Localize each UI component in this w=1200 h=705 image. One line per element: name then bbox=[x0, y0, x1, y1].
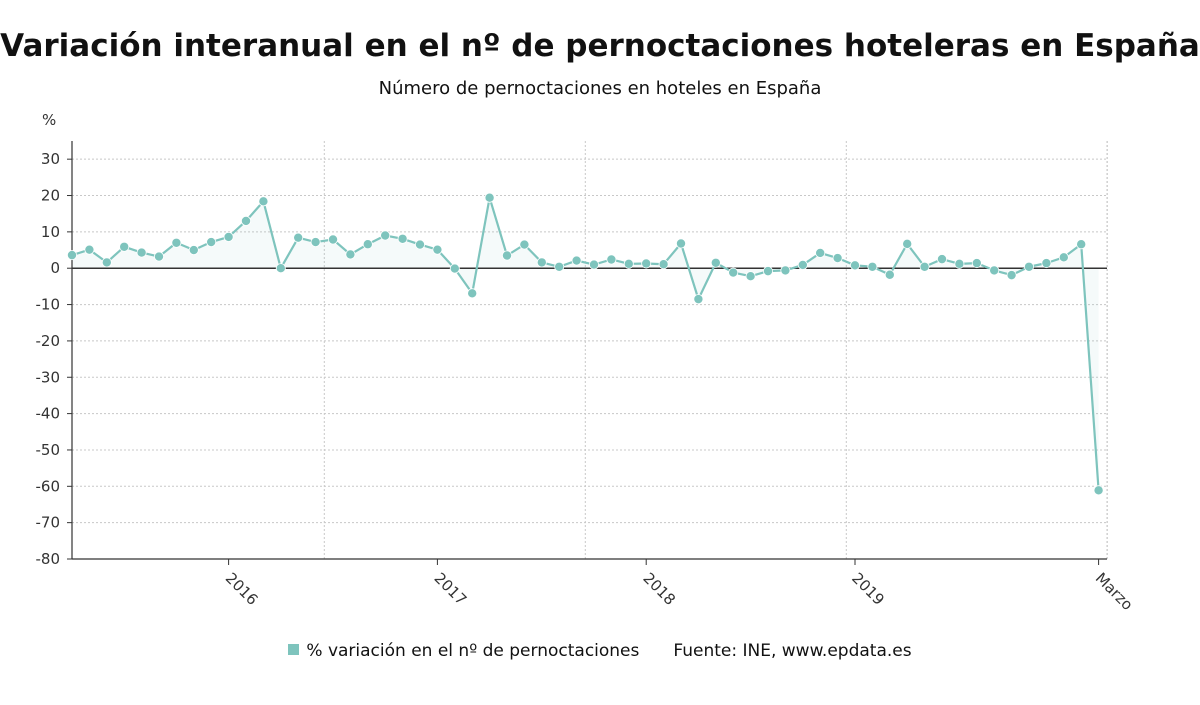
data-point bbox=[1093, 485, 1104, 496]
y-tick-label: -80 bbox=[36, 550, 61, 568]
tick-labels: 30 20 10 0 -10 -20 -30 -40 -50 -60 -70 -80 2016 2017 2… bbox=[36, 111, 1137, 614]
data-point bbox=[571, 255, 582, 266]
data-point bbox=[327, 234, 338, 245]
y-tick-label: 0 bbox=[50, 259, 60, 277]
data-point bbox=[101, 257, 112, 268]
x-tick-label: 2017 bbox=[431, 569, 471, 609]
data-point bbox=[867, 261, 878, 272]
data-point bbox=[676, 238, 687, 249]
data-point bbox=[728, 267, 739, 278]
legend: % variación en el nº de pernoctaciones Fu… bbox=[0, 641, 1200, 661]
data-point bbox=[223, 231, 234, 242]
legend-series-name: % variación en el nº de pernoctaciones bbox=[306, 641, 640, 661]
data-point bbox=[1058, 252, 1069, 263]
y-tick-label: 20 bbox=[41, 187, 60, 205]
data-point bbox=[362, 239, 373, 250]
y-tick-label: -10 bbox=[36, 296, 61, 314]
data-point bbox=[84, 244, 95, 255]
data-points bbox=[67, 192, 1104, 496]
data-point bbox=[763, 266, 774, 277]
y-tick-label: -70 bbox=[36, 514, 61, 532]
y-tick-label: -20 bbox=[36, 332, 61, 350]
data-point bbox=[449, 263, 460, 274]
data-point bbox=[501, 250, 512, 261]
data-point bbox=[67, 250, 78, 261]
data-point bbox=[206, 237, 217, 248]
data-point bbox=[397, 233, 408, 244]
data-point bbox=[275, 263, 286, 274]
axes bbox=[67, 141, 1107, 565]
data-point bbox=[414, 239, 425, 250]
data-point bbox=[258, 196, 269, 207]
y-tick-label: -60 bbox=[36, 477, 61, 495]
grid bbox=[72, 141, 1108, 560]
data-point bbox=[119, 241, 130, 252]
data-point bbox=[954, 258, 965, 269]
data-point bbox=[554, 261, 565, 272]
data-point bbox=[884, 269, 895, 280]
y-tick-label: -30 bbox=[36, 368, 61, 386]
data-point bbox=[693, 294, 704, 305]
source-note: Fuente: INE, www.epdata.es bbox=[673, 641, 912, 661]
data-point bbox=[1024, 261, 1035, 272]
data-point bbox=[797, 259, 808, 270]
data-point bbox=[902, 238, 913, 249]
data-point bbox=[136, 247, 147, 258]
data-point bbox=[589, 259, 600, 270]
chart-subtitle: Número de pernoctaciones en hoteles en E… bbox=[378, 78, 822, 99]
data-point bbox=[780, 265, 791, 276]
data-point bbox=[345, 249, 356, 260]
data-point bbox=[188, 245, 199, 256]
data-point bbox=[467, 288, 478, 299]
y-tick-label: -50 bbox=[36, 441, 61, 459]
data-point bbox=[745, 271, 756, 282]
x-tick-label: 2018 bbox=[639, 569, 679, 609]
data-point bbox=[153, 251, 164, 262]
data-point bbox=[1006, 270, 1017, 281]
data-point bbox=[850, 260, 861, 271]
data-point bbox=[171, 237, 182, 248]
data-point bbox=[432, 244, 443, 255]
data-point bbox=[710, 257, 721, 268]
data-point bbox=[293, 232, 304, 243]
data-point bbox=[380, 230, 391, 241]
y-tick-label: 10 bbox=[41, 223, 60, 241]
data-point bbox=[971, 258, 982, 269]
data-point bbox=[815, 247, 826, 258]
y-tick-label: 30 bbox=[41, 150, 60, 168]
data-point bbox=[1076, 239, 1087, 250]
data-point bbox=[484, 192, 495, 203]
data-point bbox=[1041, 258, 1052, 269]
data-point bbox=[832, 253, 843, 264]
x-tick-label: 2016 bbox=[222, 569, 262, 609]
data-point bbox=[519, 239, 530, 250]
data-point bbox=[989, 265, 1000, 276]
y-tick-label: -40 bbox=[36, 405, 61, 423]
data-point bbox=[310, 237, 321, 248]
data-point bbox=[658, 259, 669, 270]
data-point bbox=[919, 261, 930, 272]
data-point bbox=[937, 254, 948, 265]
data-point bbox=[240, 215, 251, 226]
data-point bbox=[606, 254, 617, 265]
x-tick-label: Marzo bbox=[1092, 569, 1137, 614]
data-point bbox=[641, 258, 652, 269]
data-point bbox=[536, 257, 547, 268]
y-axis-unit: % bbox=[42, 111, 56, 129]
chart-title: Variación interanual en el nº de pernoct… bbox=[0, 28, 1200, 64]
data-point bbox=[623, 258, 634, 269]
x-tick-label: 2019 bbox=[848, 569, 888, 609]
legend-swatch bbox=[288, 644, 300, 655]
